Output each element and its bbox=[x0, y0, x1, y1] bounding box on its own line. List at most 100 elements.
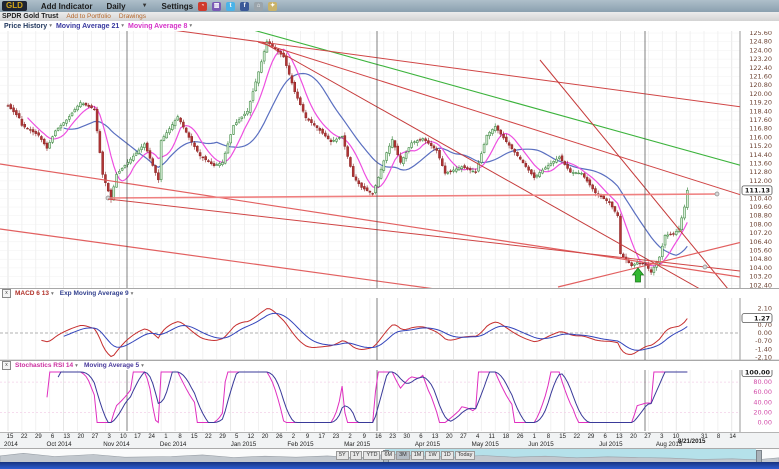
date-tick: 13 bbox=[431, 434, 439, 440]
date-tick: 2 bbox=[348, 434, 352, 440]
date-tick: 22 bbox=[20, 434, 28, 440]
range-button-1m[interactable]: 1M bbox=[410, 451, 425, 460]
macd-title[interactable]: MACD 6 13 bbox=[15, 290, 49, 297]
share-icon[interactable]: ▥ bbox=[212, 1, 222, 11]
indicator-dropdown-icon[interactable]: ▾ bbox=[49, 23, 52, 29]
range-button-1w[interactable]: 1W bbox=[425, 451, 440, 460]
up-arrow-annotation bbox=[631, 267, 645, 283]
macd-signal-title[interactable]: Exp Moving Average 9 bbox=[59, 290, 129, 297]
drawing-annotations[interactable] bbox=[0, 31, 779, 431]
date-tick: 6 bbox=[50, 434, 55, 440]
stoch-ma-dropdown-icon[interactable]: ▾ bbox=[141, 362, 144, 369]
svg-text:103.20: 103.20 bbox=[749, 273, 772, 281]
date-tick: 20 bbox=[261, 434, 269, 440]
macd-dropdown-icon[interactable]: ▾ bbox=[50, 290, 54, 297]
stoch-ma-title[interactable]: Moving Average 5 bbox=[83, 362, 140, 369]
date-tick: 6 bbox=[419, 434, 423, 440]
settings-button[interactable]: Settings bbox=[161, 1, 194, 11]
trendline-red-channel-upper bbox=[0, 163, 740, 278]
date-tick: 20 bbox=[630, 434, 637, 440]
range-button-5y[interactable]: 5Y bbox=[336, 451, 349, 460]
date-tick: 13 bbox=[615, 434, 623, 440]
macd-close-button[interactable]: x bbox=[2, 289, 11, 298]
date-tick: 17 bbox=[318, 434, 326, 440]
svg-text:100.00: 100.00 bbox=[745, 368, 771, 376]
interval-select[interactable]: Daily bbox=[106, 1, 126, 11]
stoch-dropdown-icon[interactable]: ▾ bbox=[75, 362, 78, 369]
twitter-icon[interactable]: t bbox=[226, 1, 236, 11]
current-date-label: 8/21/2015 bbox=[677, 438, 706, 445]
date-tick: 14 bbox=[729, 434, 736, 440]
svg-text:119.20: 119.20 bbox=[749, 99, 772, 107]
svg-text:0.70: 0.70 bbox=[758, 321, 772, 329]
range-navigator[interactable]: 5Y 1Y YTD 6M 3M 1M 1W 1D Today bbox=[0, 448, 779, 464]
interval-dropdown-icon[interactable]: ▼ bbox=[141, 3, 148, 9]
symbol-name: SPDR Gold Trust bbox=[2, 13, 59, 20]
date-tick: 8 bbox=[546, 434, 551, 440]
trendline-green-downtrend bbox=[254, 31, 740, 166]
svg-text:-1.40: -1.40 bbox=[755, 345, 772, 353]
date-tick: 8 bbox=[178, 434, 182, 440]
stoch-close-button[interactable]: x bbox=[2, 361, 11, 370]
svg-text:113.60: 113.60 bbox=[749, 160, 772, 168]
svg-text:115.20: 115.20 bbox=[749, 142, 772, 150]
macd-current-value: 1.27 bbox=[741, 313, 773, 324]
date-tick: 18 bbox=[502, 434, 510, 440]
svg-text:120.00: 120.00 bbox=[749, 90, 772, 98]
range-button-3m[interactable]: 3M bbox=[396, 451, 410, 460]
date-tick: 15 bbox=[190, 434, 198, 440]
symbol-bar: SPDR Gold Trust Add to Portfolio Drawing… bbox=[0, 12, 779, 21]
svg-text:124.80: 124.80 bbox=[749, 38, 772, 46]
range-button-6m[interactable]: 6M bbox=[381, 451, 396, 460]
month-label: Nov 2014 bbox=[103, 441, 130, 448]
star-icon[interactable]: ✦ bbox=[268, 1, 278, 11]
date-tick: 30 bbox=[403, 434, 411, 440]
macd-signal-dropdown-icon[interactable]: ▾ bbox=[130, 290, 134, 297]
add-to-portfolio-link[interactable]: Add to Portfolio bbox=[66, 13, 111, 20]
candlestick-series bbox=[6, 38, 689, 276]
trendline-red-channel-lower bbox=[0, 228, 436, 289]
chart-canvas[interactable]: 125.60124.80124.00123.20122.40121.60120.… bbox=[0, 31, 779, 432]
trendline-red-ascending-support bbox=[557, 241, 740, 288]
month-label: Apr 2015 bbox=[414, 441, 441, 448]
range-button-1y[interactable]: 1Y bbox=[349, 451, 363, 460]
svg-text:20.00: 20.00 bbox=[753, 408, 772, 416]
svg-text:60.00: 60.00 bbox=[753, 388, 772, 396]
svg-text:123.20: 123.20 bbox=[749, 55, 772, 63]
svg-text:2.10: 2.10 bbox=[758, 304, 772, 312]
facebook-icon[interactable]: f bbox=[240, 1, 250, 11]
date-tick: 9 bbox=[305, 434, 310, 440]
indicator-dropdown-icon[interactable]: ▾ bbox=[189, 23, 193, 29]
range-button-1d[interactable]: 1D bbox=[440, 451, 454, 460]
svg-text:118.40: 118.40 bbox=[749, 107, 772, 115]
range-button-today[interactable]: Today bbox=[454, 451, 476, 460]
date-tick: 22 bbox=[205, 434, 212, 440]
month-label: Aug 2015 bbox=[655, 441, 683, 448]
date-tick: 9 bbox=[362, 434, 366, 440]
date-tick: 27 bbox=[644, 434, 651, 440]
date-tick: 6 bbox=[603, 434, 607, 440]
price-indicator-item-2[interactable]: Moving Average 8 ▾ bbox=[128, 23, 192, 30]
indicator-label: Moving Average 21 bbox=[55, 22, 120, 30]
date-tick: 20 bbox=[77, 434, 85, 440]
stoch-title[interactable]: Stochastics RSI 14 bbox=[15, 362, 74, 369]
indicator-label: Moving Average 8 bbox=[128, 22, 188, 30]
range-button-ytd[interactable]: YTD bbox=[363, 451, 381, 460]
clock-icon[interactable]: ◔ bbox=[198, 1, 208, 11]
month-label: Feb 2015 bbox=[287, 441, 314, 448]
indicator-dropdown-icon[interactable]: ▾ bbox=[121, 23, 124, 29]
date-tick: 5 bbox=[235, 434, 239, 440]
add-indicator-button[interactable]: Add Indicator bbox=[40, 1, 93, 11]
date-tick: 13 bbox=[63, 434, 71, 440]
trendline-endpoint bbox=[702, 264, 708, 270]
date-tick: 16 bbox=[375, 434, 382, 440]
home-icon[interactable]: ⌂ bbox=[254, 1, 264, 11]
svg-text:112.00: 112.00 bbox=[749, 177, 772, 185]
svg-text:121.60: 121.60 bbox=[749, 73, 772, 81]
price-indicator-item-1[interactable]: Moving Average 21 ▾ bbox=[56, 23, 124, 30]
price-indicator-item-0[interactable]: Price History ▾ bbox=[4, 23, 52, 30]
svg-text:108.80: 108.80 bbox=[749, 212, 772, 220]
drawings-link[interactable]: Drawings bbox=[118, 13, 146, 20]
svg-text:116.00: 116.00 bbox=[749, 133, 772, 141]
trendline-red-downtrend-upper bbox=[175, 31, 740, 108]
